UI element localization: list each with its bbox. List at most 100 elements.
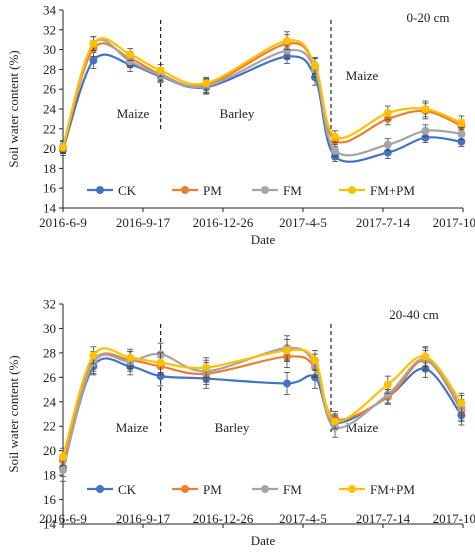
season-label: Maize	[117, 106, 150, 121]
series-line	[61, 352, 463, 461]
y-tick-label: 24	[43, 102, 57, 117]
x-tick-label: 2017-7-14	[356, 511, 411, 526]
y-tick-label: 22	[43, 419, 56, 434]
y-tick-label: 20	[43, 443, 56, 458]
data-point	[283, 379, 291, 388]
legend-marker	[96, 485, 104, 493]
x-tick-label: 2017-7-14	[356, 215, 411, 230]
data-point	[89, 56, 98, 65]
legend-label: CK	[118, 482, 137, 497]
data-point	[202, 363, 211, 372]
y-tick-label: 34	[43, 3, 57, 18]
chart-panel-1: 14 16 18 20 22 24 26 28 30 32 34 2016-6-9 2016-9-17 2…	[6, 3, 475, 248]
legend-item: FM+PM	[339, 482, 415, 497]
x-tick-label: 2016-12-26	[193, 215, 254, 230]
y-tick-label: 14	[43, 517, 57, 532]
data-point	[421, 105, 430, 113]
legend-item: CK	[87, 183, 137, 198]
legend-marker	[96, 186, 104, 194]
x-axis-label: Date	[251, 232, 276, 247]
legend-marker	[181, 485, 189, 493]
data-point	[59, 466, 67, 475]
data-point	[89, 351, 98, 360]
x-tick-label: 2016-9-17	[116, 511, 171, 526]
series-line	[61, 38, 462, 157]
y-tick-label: 18	[43, 468, 56, 483]
legend-item: FM	[252, 482, 302, 497]
data-point	[421, 352, 430, 361]
legend-label: PM	[203, 183, 222, 198]
legend-item: FM+PM	[339, 183, 415, 198]
y-tick-label: 32	[43, 22, 56, 37]
data-point	[59, 452, 67, 461]
legend-marker	[348, 485, 356, 493]
data-point	[421, 133, 430, 142]
data-point	[383, 108, 392, 117]
legend-item: PM	[172, 183, 222, 198]
legend-label: FM	[283, 482, 302, 497]
data-point	[126, 50, 135, 59]
season-label: Maize	[346, 420, 379, 435]
data-point	[331, 146, 339, 155]
data-point	[202, 79, 211, 88]
y-tick-label: 28	[43, 345, 56, 360]
panel-depth-label: 20-40 cm	[389, 307, 438, 322]
season-label: Maize	[116, 420, 149, 435]
legend-label: FM+PM	[370, 183, 415, 198]
y-axis-label: Soil water content (%)	[6, 50, 21, 167]
data-point	[383, 380, 392, 389]
data-point	[126, 57, 135, 66]
y-axis-label: Soil water content (%)	[6, 355, 21, 472]
y-tick-label: 20	[43, 141, 56, 156]
series-line	[61, 357, 463, 469]
legend-marker	[348, 186, 356, 194]
x-tick-label: 2017-10-22	[433, 215, 475, 230]
legend-item: CK	[87, 482, 137, 497]
season-label: Maize	[346, 68, 379, 83]
data-point	[283, 36, 291, 45]
x-tick-label: 2017-4-5	[279, 511, 327, 526]
series-fm-pm	[59, 339, 466, 466]
y-tick-label: 26	[43, 82, 57, 97]
legend-label: FM+PM	[370, 482, 415, 497]
data-point	[331, 132, 339, 141]
data-point	[457, 129, 466, 138]
data-point	[156, 66, 165, 75]
legend-label: CK	[118, 183, 137, 198]
x-tick-label: 2016-6-9	[39, 511, 87, 526]
y-tick-label: 30	[43, 321, 56, 336]
season-label: Barley	[220, 106, 255, 121]
x-tick-label: 2016-12-26	[193, 511, 254, 526]
x-tick-label: 2017-10-22	[433, 511, 475, 526]
legend-label: FM	[283, 183, 302, 198]
y-tick-label: 24	[43, 394, 57, 409]
data-point	[331, 417, 339, 426]
x-tick-label: 2016-9-17	[116, 215, 171, 230]
y-tick-label: 18	[43, 161, 56, 176]
panel-depth-label: 0-20 cm	[407, 10, 450, 25]
y-tick-label: 32	[43, 297, 56, 312]
data-point	[457, 399, 466, 407]
legend-label: PM	[203, 482, 222, 497]
legend-item: PM	[172, 482, 222, 497]
x-axis-label: Date	[251, 533, 276, 548]
data-point	[283, 346, 291, 355]
y-tick-label: 16	[43, 181, 57, 196]
chart-panel-2: 14 16 18 20 22 24 26 28 30 32 2016-6-9 2016-9-17 201…	[6, 297, 475, 549]
y-tick-label: 30	[43, 42, 56, 57]
legend-marker	[261, 186, 269, 194]
series-line	[61, 41, 462, 148]
data-point	[59, 143, 67, 152]
data-point	[156, 372, 165, 381]
data-point	[156, 358, 165, 367]
data-point	[89, 39, 98, 48]
data-point	[383, 390, 392, 399]
y-tick-label: 16	[43, 492, 57, 507]
season-label: Barley	[215, 420, 250, 435]
legend-item: FM	[252, 183, 302, 198]
y-tick-label: 26	[43, 370, 57, 385]
data-point	[283, 46, 291, 55]
y-tick-label: 14	[43, 201, 57, 216]
